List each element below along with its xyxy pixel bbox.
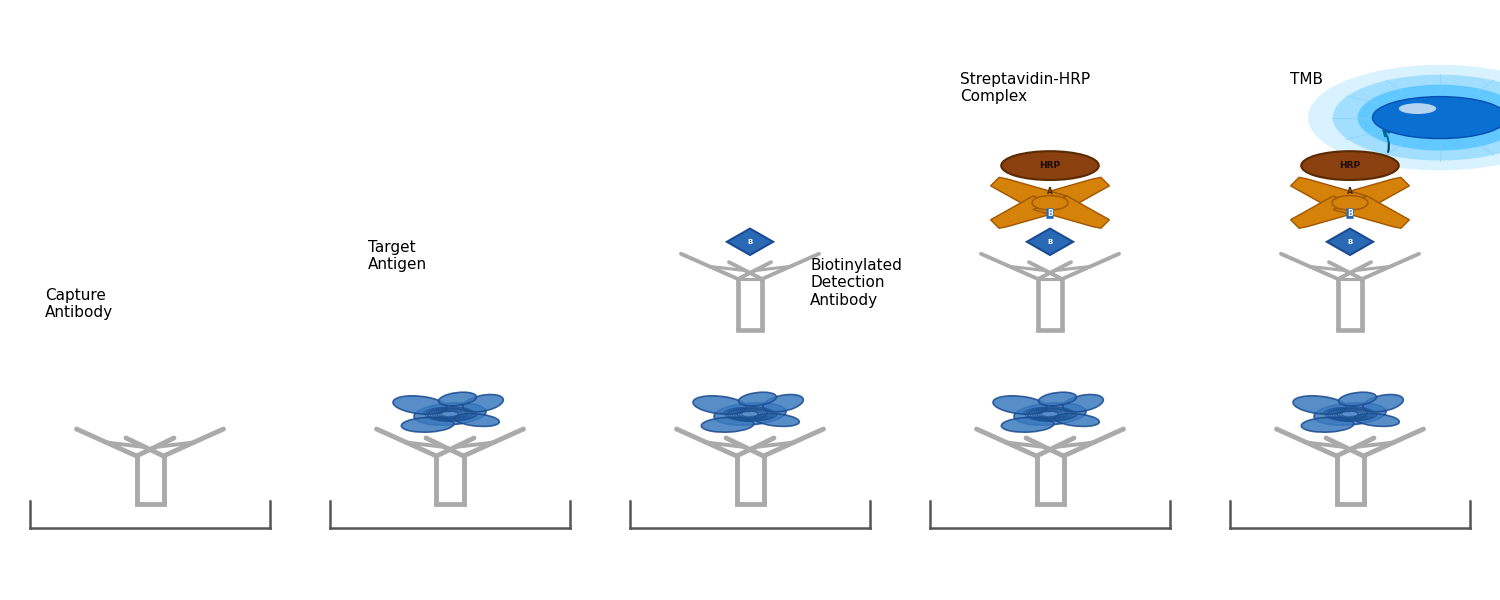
Text: Biotinylated
Detection
Antibody: Biotinylated Detection Antibody xyxy=(810,258,901,308)
Ellipse shape xyxy=(1362,395,1404,412)
Ellipse shape xyxy=(1038,392,1077,406)
Polygon shape xyxy=(1290,196,1366,228)
Text: Target
Antigen: Target Antigen xyxy=(368,240,426,272)
Text: A: A xyxy=(1347,187,1353,196)
Text: TMB: TMB xyxy=(1290,72,1323,87)
Ellipse shape xyxy=(738,392,777,406)
Text: B: B xyxy=(1347,209,1353,218)
Text: HRP: HRP xyxy=(1040,161,1060,170)
Ellipse shape xyxy=(1293,396,1347,414)
Text: B: B xyxy=(747,239,753,245)
Ellipse shape xyxy=(438,392,477,406)
Polygon shape xyxy=(1290,178,1366,209)
Polygon shape xyxy=(1334,178,1410,209)
Ellipse shape xyxy=(1002,151,1098,180)
Ellipse shape xyxy=(1062,395,1104,412)
Text: Streptavidin-HRP
Complex: Streptavidin-HRP Complex xyxy=(960,72,1090,104)
Ellipse shape xyxy=(714,403,786,425)
Ellipse shape xyxy=(1002,418,1053,432)
Text: B: B xyxy=(1047,239,1053,245)
Polygon shape xyxy=(990,178,1066,209)
Ellipse shape xyxy=(1338,392,1377,406)
Ellipse shape xyxy=(702,418,753,432)
Ellipse shape xyxy=(754,413,800,427)
Ellipse shape xyxy=(1354,413,1400,427)
Ellipse shape xyxy=(462,395,504,412)
Ellipse shape xyxy=(414,403,486,425)
Polygon shape xyxy=(728,229,772,255)
Text: B: B xyxy=(1347,239,1353,245)
Circle shape xyxy=(1032,196,1068,210)
Text: B: B xyxy=(1047,209,1053,218)
Ellipse shape xyxy=(393,396,447,414)
Ellipse shape xyxy=(402,418,453,432)
Ellipse shape xyxy=(1302,418,1353,432)
Circle shape xyxy=(1332,196,1368,210)
Ellipse shape xyxy=(1372,97,1500,139)
Ellipse shape xyxy=(693,396,747,414)
Ellipse shape xyxy=(1014,403,1086,425)
Polygon shape xyxy=(1034,178,1110,209)
Ellipse shape xyxy=(1054,413,1100,427)
Circle shape xyxy=(1358,85,1500,151)
Polygon shape xyxy=(1028,229,1072,255)
Polygon shape xyxy=(1328,229,1372,255)
Polygon shape xyxy=(990,196,1066,228)
Ellipse shape xyxy=(454,413,500,427)
Polygon shape xyxy=(1034,196,1110,228)
Circle shape xyxy=(1332,74,1500,160)
Ellipse shape xyxy=(762,395,804,412)
Text: HRP: HRP xyxy=(1340,161,1360,170)
Ellipse shape xyxy=(993,396,1047,414)
Ellipse shape xyxy=(1398,103,1437,114)
Ellipse shape xyxy=(1314,403,1386,425)
Text: Capture
Antibody: Capture Antibody xyxy=(45,288,112,320)
Polygon shape xyxy=(1334,196,1410,228)
Ellipse shape xyxy=(1300,151,1398,180)
Circle shape xyxy=(1308,65,1500,170)
Text: A: A xyxy=(1047,187,1053,196)
